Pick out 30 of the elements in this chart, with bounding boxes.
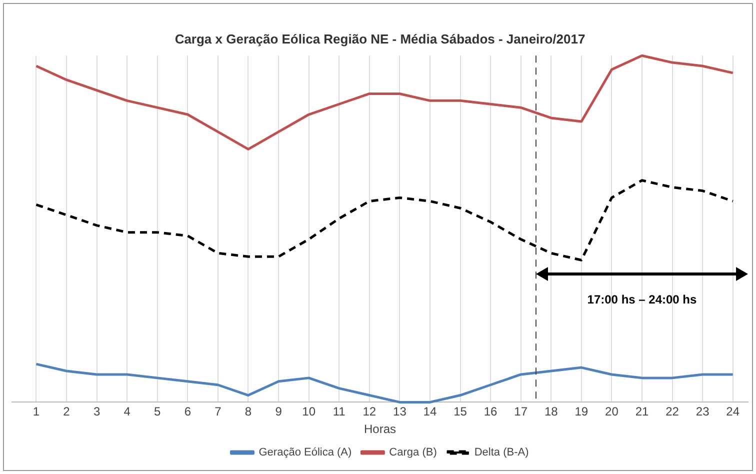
x-tick-label: 1 <box>32 404 40 419</box>
x-tick-label: 19 <box>574 404 588 419</box>
x-tick-label: 15 <box>454 404 468 419</box>
x-tick-label: 10 <box>302 404 316 419</box>
x-tick-label: 5 <box>154 404 162 419</box>
x-tick-label: 21 <box>635 404 649 419</box>
x-tick-label: 2 <box>63 404 70 419</box>
annotation: 17:00 hs – 24:00 hs <box>587 292 698 306</box>
x-tick-label: 12 <box>362 404 376 419</box>
x-tick-label: 17 <box>514 404 528 419</box>
x-tick-label: 24 <box>726 404 740 419</box>
x-tick-label: 22 <box>666 404 680 419</box>
x-tick-label: 20 <box>605 404 619 419</box>
x-tick-label: 3 <box>93 404 100 419</box>
x-tick-label: 23 <box>696 404 710 419</box>
x-tick-label: 18 <box>544 404 558 419</box>
x-axis-title: Horas <box>364 422 396 436</box>
x-tick-label: 7 <box>214 404 222 419</box>
x-tick-label: 11 <box>332 404 346 419</box>
x-tick-label: 6 <box>184 404 192 419</box>
x-tick-label: 16 <box>484 404 498 419</box>
x-tick-label: 9 <box>275 404 282 419</box>
x-tick-label: 4 <box>124 404 131 419</box>
legend-label: Delta (B-A) <box>474 446 529 459</box>
x-tick-label: 13 <box>393 404 407 419</box>
x-tick-label: 14 <box>423 404 437 419</box>
legend-label: Carga (B) <box>389 446 437 459</box>
chart-title: Carga x Geração Eólica Região NE - Média Sábados - Janeiro/2017 <box>174 31 586 46</box>
legend-label: Geração Eólica (A) <box>258 446 352 459</box>
x-tick-label: 8 <box>244 404 252 419</box>
